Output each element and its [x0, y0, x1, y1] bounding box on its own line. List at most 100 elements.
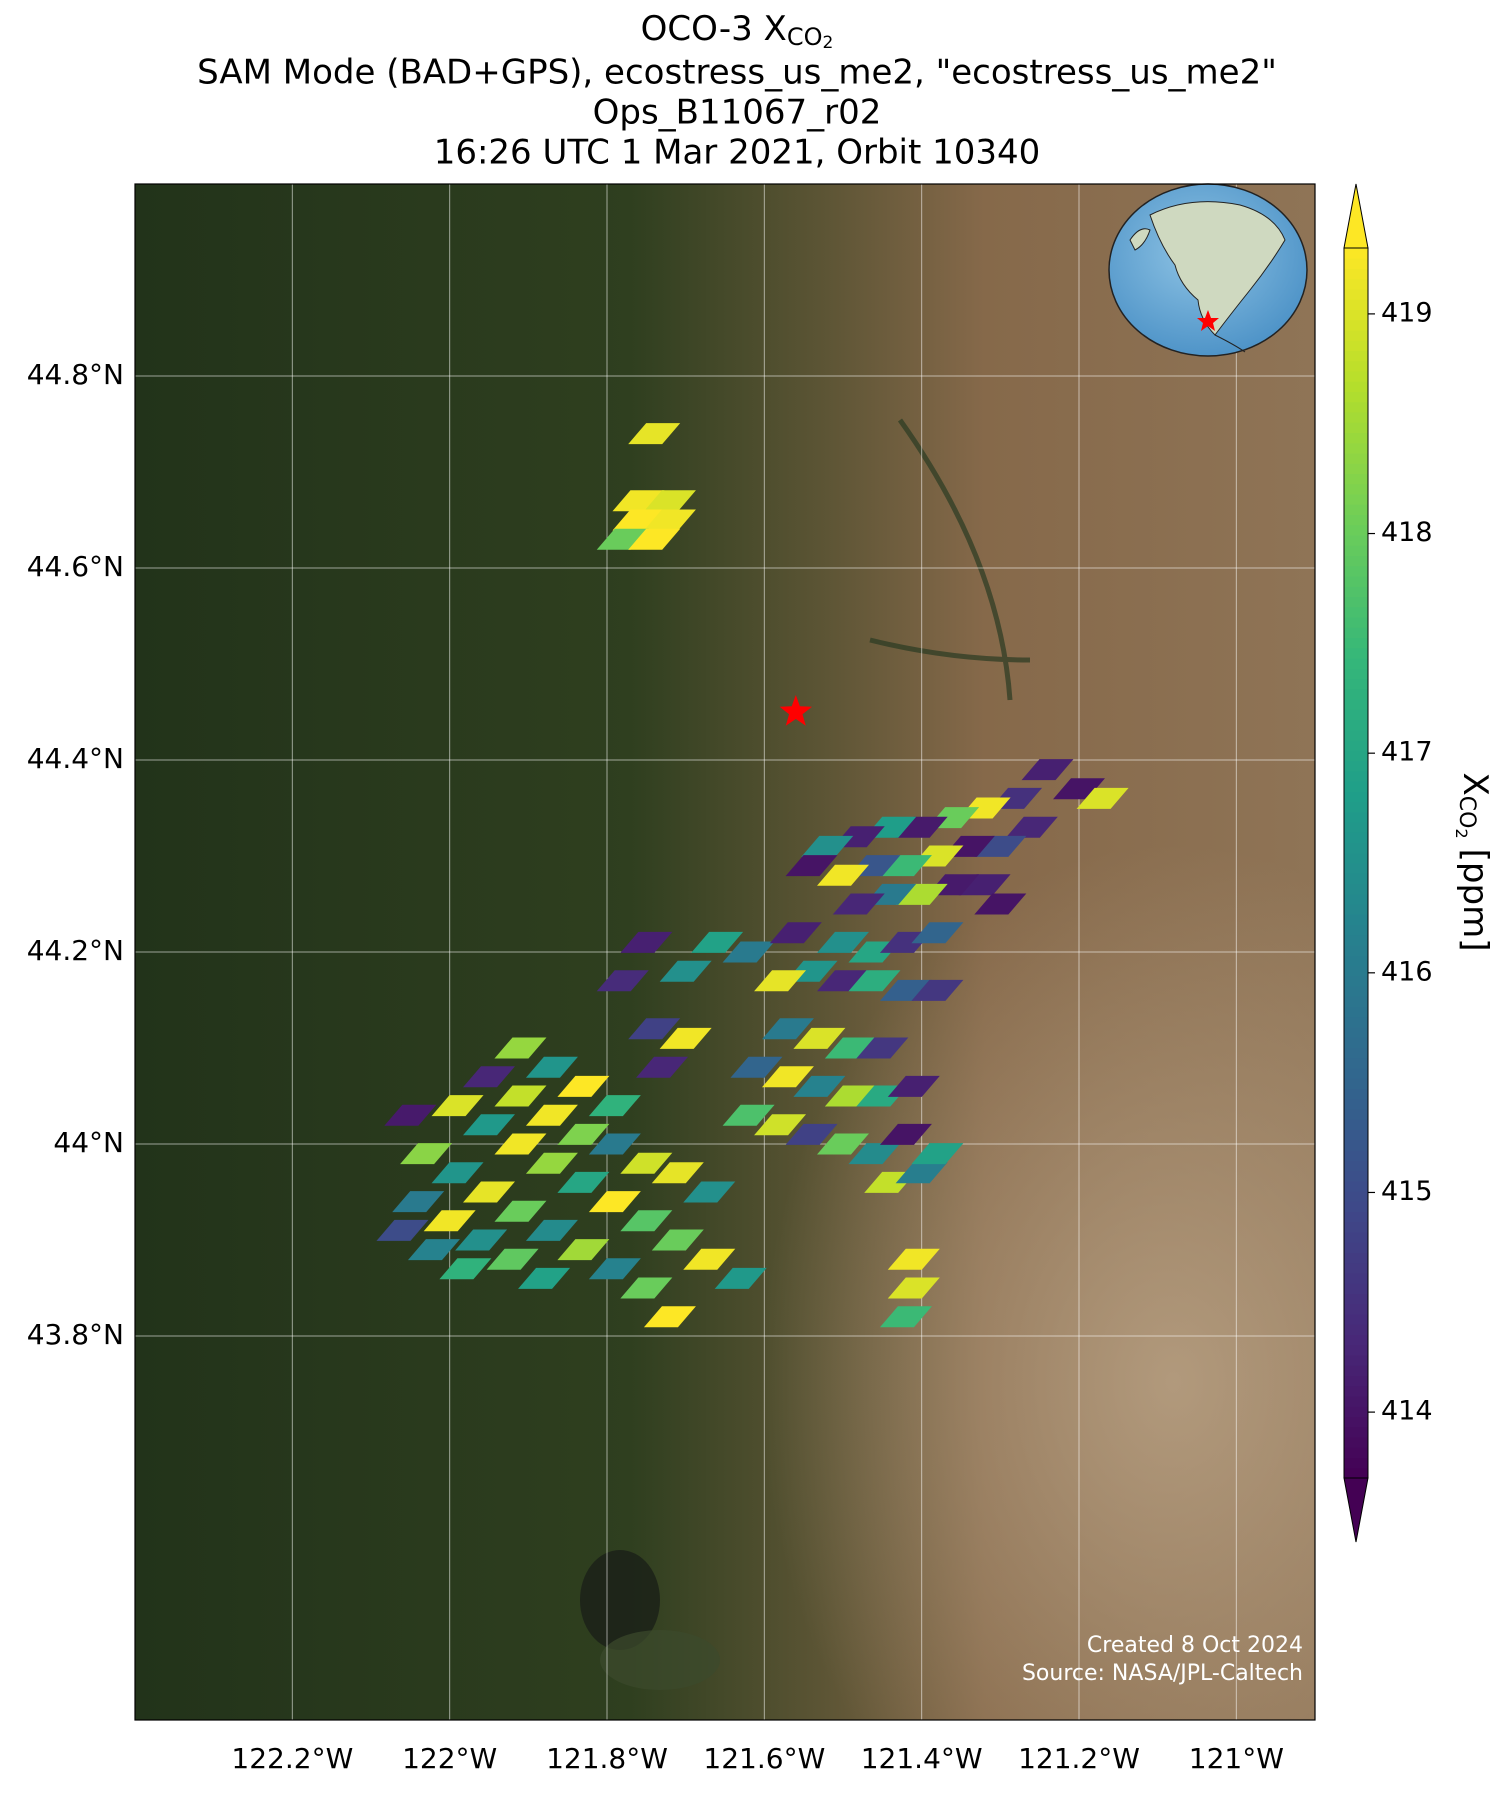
colorbar-segment: [1344, 1231, 1368, 1243]
colorbar-segment: [1344, 1457, 1368, 1469]
colorbar-segment: [1344, 1303, 1368, 1315]
sounding: [769, 922, 822, 944]
sounding: [612, 509, 665, 531]
sounding: [620, 1152, 673, 1174]
sounding: [911, 979, 964, 1001]
colorbar-segment: [1344, 975, 1368, 987]
sounding: [628, 1018, 681, 1040]
colorbar-segment: [1344, 760, 1368, 772]
colorbar-segment: [1344, 401, 1368, 413]
x-tick-label: 121.8°W: [546, 1742, 668, 1775]
colorbar-segment: [1344, 462, 1368, 474]
colorbar-segment: [1344, 1252, 1368, 1264]
colorbar-segment: [1344, 298, 1368, 310]
colorbar-segment: [1344, 1047, 1368, 1059]
colorbar-segment: [1344, 1108, 1368, 1120]
sounding: [817, 970, 869, 992]
sounding: [895, 883, 948, 905]
colorbar-segment: [1344, 647, 1368, 659]
y-tick-label: 44°N: [53, 1126, 124, 1159]
y-tick-label: 44.6°N: [27, 550, 124, 583]
colorbar-segment: [1344, 944, 1368, 956]
credit: Source: NASA/JPL-Caltech: [1022, 1661, 1303, 1686]
sounding: [612, 490, 665, 512]
colorbar-segment: [1344, 350, 1368, 362]
sounding: [620, 1210, 673, 1232]
sounding: [423, 1210, 476, 1232]
colorbar-tick-label: 416: [1381, 956, 1433, 987]
colorbar-segment: [1344, 370, 1368, 382]
colorbar-segment: [1344, 1262, 1368, 1274]
colorbar-segment: [1344, 514, 1368, 526]
sounding: [494, 1133, 547, 1155]
colorbar-segment: [1344, 288, 1368, 300]
sounding: [817, 1133, 869, 1155]
colorbar-segment: [1344, 1282, 1368, 1294]
sounding: [761, 1066, 814, 1088]
colorbar-segment: [1344, 1129, 1368, 1141]
sounding: [683, 1248, 736, 1270]
colorbar-segment: [1344, 585, 1368, 597]
sounding: [596, 970, 649, 992]
sounding: [879, 855, 932, 877]
sounding: [722, 1104, 775, 1126]
colorbar-segment: [1344, 268, 1368, 280]
colorbar-segment: [1344, 596, 1368, 608]
sounding: [628, 423, 681, 445]
colorbar-segment: [1344, 708, 1368, 720]
colorbar-segment: [1344, 821, 1368, 833]
sounding: [824, 1085, 877, 1107]
sounding: [643, 1306, 696, 1328]
colorbar-segment: [1344, 790, 1368, 802]
sounding: [1076, 787, 1129, 809]
sounding: [887, 1277, 940, 1299]
sounding: [651, 1162, 704, 1184]
title-subscript: CO: [787, 23, 823, 51]
sounding: [525, 1152, 578, 1174]
sounding: [643, 490, 696, 512]
inset-site: [1197, 310, 1219, 331]
y-tick-label: 44.8°N: [27, 358, 124, 391]
colorbar-segment: [1344, 339, 1368, 351]
colorbar-segment: [1344, 1416, 1368, 1428]
sounding: [832, 893, 885, 915]
colorbar-label-symbol: X: [1456, 773, 1496, 796]
sounding: [620, 931, 673, 953]
colorbar-segment: [1344, 1149, 1368, 1161]
sounding: [525, 1219, 578, 1241]
colorbar-segment: [1344, 1057, 1368, 1069]
colorbar-extend-bottom: [1343, 1477, 1369, 1543]
sounding: [463, 1114, 515, 1136]
colorbar: 414 415 416 417 418 419: [1343, 183, 1433, 1543]
subtitle: 16:26 UTC 1 Mar 2021, Orbit 10340: [434, 133, 1041, 173]
sounding: [651, 1229, 704, 1251]
colorbar-segment: [1344, 1446, 1368, 1458]
credit: Created 8 Oct 2024: [1087, 1633, 1303, 1658]
sounding: [596, 528, 649, 550]
colorbar-segment: [1344, 1006, 1368, 1018]
colorbar-segment: [1344, 1118, 1368, 1130]
colorbar-segment: [1344, 575, 1368, 587]
sounding: [1005, 816, 1058, 838]
colorbar-segment: [1344, 719, 1368, 731]
colorbar-segment: [1344, 1016, 1368, 1028]
colorbar-segment: [1344, 1139, 1368, 1151]
globe-inset: [1108, 183, 1308, 357]
sounding: [761, 1018, 814, 1040]
sounding: [588, 1258, 641, 1280]
sounding: [463, 1066, 515, 1088]
colorbar-segment: [1344, 1467, 1368, 1479]
colorbar-segment: [1344, 698, 1368, 710]
sounding: [895, 1162, 948, 1184]
colorbar-segment: [1344, 893, 1368, 905]
colorbar-segment: [1344, 473, 1368, 485]
title-text: OCO-3 X: [641, 9, 787, 49]
sounding: [376, 1219, 429, 1241]
colorbar-segment: [1344, 749, 1368, 761]
colorbar-segment: [1344, 606, 1368, 618]
sounding: [400, 1143, 453, 1165]
colorbar-segment: [1344, 319, 1368, 331]
colorbar-segment: [1344, 1272, 1368, 1284]
colorbar-segment: [1344, 1436, 1368, 1448]
x-tick-label: 121°W: [1189, 1742, 1284, 1775]
